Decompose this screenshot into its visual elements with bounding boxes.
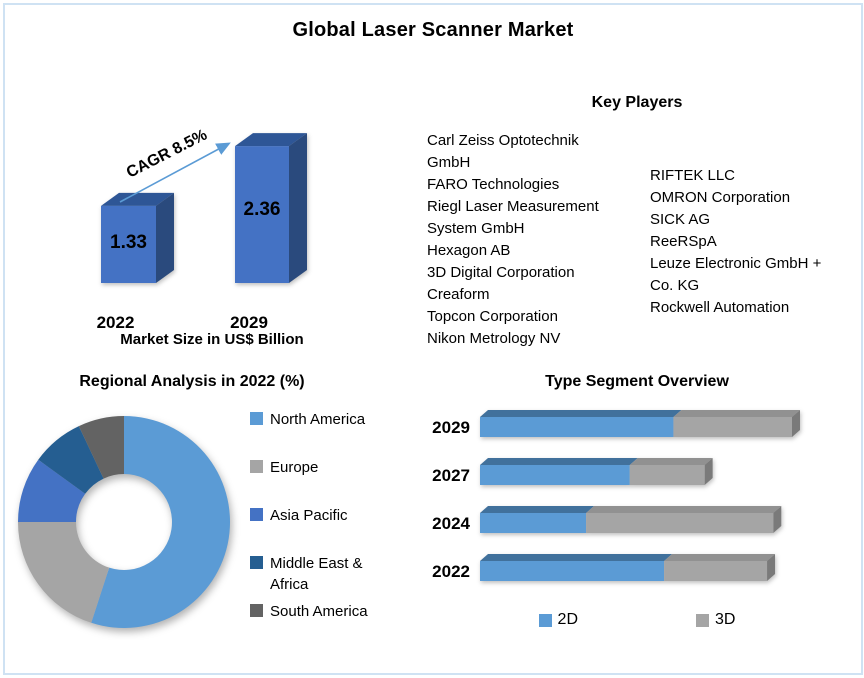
bar-end-cap <box>704 458 713 485</box>
regional-legend-item: Europe <box>250 457 390 505</box>
bar-2d-top <box>480 506 595 513</box>
key-player-name: Creaform <box>427 286 490 303</box>
bar-top-face <box>235 133 307 147</box>
key-player-name: SICK AG <box>650 211 711 228</box>
key-player-name: Nikon Metrology NV <box>427 330 561 347</box>
year-label: 2024 <box>432 514 470 533</box>
key-player-name: ReeRSpA <box>650 233 717 250</box>
type-segment-chart: 2029 2027 2024 2022 <box>432 410 800 581</box>
bar-category-label: 2029 <box>230 313 268 332</box>
bar-front-face <box>235 146 289 283</box>
regional-analysis-heading: Regional Analysis in 2022 (%) <box>79 373 305 390</box>
key-player-name: 3D Digital Corporation <box>427 264 575 281</box>
regional-legend-item: Asia Pacific <box>250 505 390 553</box>
type-segment-legend: 2D 3D <box>417 611 857 629</box>
legend-label: South America <box>270 603 368 620</box>
regional-legend-item: North America <box>250 409 390 457</box>
donut-slice <box>18 459 86 522</box>
market-size-axis-title: Market Size in US$ Billion <box>120 331 304 348</box>
cagr-arrow <box>119 142 231 203</box>
bar-2d-segment <box>480 513 587 533</box>
regional-donut-chart <box>18 416 230 628</box>
key-player-name: Rockwell Automation <box>650 299 790 316</box>
type-legend-item: 3D <box>696 611 735 629</box>
bar-2d-segment <box>480 561 665 581</box>
bar-3d-top <box>629 458 713 465</box>
bar-front-face <box>101 205 156 283</box>
legend-color-swatch <box>250 460 263 473</box>
bar-end-cap <box>773 506 782 533</box>
regional-legend-item: Middle East & Africa <box>250 553 390 601</box>
bar-top-face <box>101 192 174 206</box>
legend-label: Middle East & Africa <box>270 555 363 593</box>
key-player-name: FARO Technologies <box>427 176 560 193</box>
key-player-name: Topcon Corporation <box>427 308 558 325</box>
bar-2d-top <box>480 458 638 465</box>
key-players-column-2: RIFTEK LLC OMRON Corporation SICK AG ReeRSp… <box>650 165 830 319</box>
market-size-chart: 1.33 2.36 2022 2029 CAGR 8.5% <box>97 126 307 332</box>
bar-2d-top <box>480 554 673 561</box>
legend-label: North America <box>270 411 366 428</box>
legend-label: Europe <box>270 459 319 476</box>
bar-side-face <box>156 192 174 283</box>
bar-3d-top <box>586 506 782 513</box>
bar-2d-top <box>480 410 682 417</box>
key-player-name: Hexagon AB <box>427 242 511 259</box>
bar-end-cap <box>767 554 776 581</box>
bar-3d-segment <box>586 513 774 533</box>
regional-legend-item: South America <box>250 601 390 649</box>
infographic-page: Global Laser Scanner Market 1.33 2.36 2022… <box>3 3 863 675</box>
bar-3d-segment <box>629 465 705 485</box>
bar-3d-top <box>664 554 776 561</box>
page-title: Global Laser Scanner Market <box>292 19 574 41</box>
bar-2d-segment <box>480 417 674 437</box>
bar-value-label: 2.36 <box>244 199 281 220</box>
key-player-name: Leuze Electronic GmbH + Co. KG <box>650 255 822 294</box>
bar-side-face <box>289 133 307 283</box>
donut-slice <box>91 416 230 628</box>
key-player-name: RIFTEK LLC <box>650 167 736 184</box>
year-label: 2029 <box>432 418 470 437</box>
key-player-name: OMRON Corporation <box>650 189 791 206</box>
bar-category-label: 2022 <box>97 313 135 332</box>
type-legend-item: 2D <box>538 611 578 629</box>
bar-3d-top <box>673 410 800 417</box>
regional-legend: North America Europe Asia Pacific Middle Ea… <box>250 409 390 649</box>
legend-color-swatch <box>250 556 263 569</box>
bar-3d-segment <box>673 417 792 437</box>
key-player-name: Carl Zeiss Optotechnik GmbH <box>427 132 579 171</box>
legend-color-swatch <box>696 613 709 627</box>
donut-slice <box>38 426 104 494</box>
donut-slice <box>18 522 110 623</box>
legend-color-swatch <box>538 613 552 627</box>
bar-end-cap <box>792 410 800 437</box>
bar-2d-segment <box>480 465 630 485</box>
key-player-name: Riegl Laser Measurement System GmbH <box>427 198 599 237</box>
type-segment-heading: Type Segment Overview <box>545 373 729 390</box>
legend-label: 3D <box>715 611 736 628</box>
year-label: 2022 <box>432 562 470 581</box>
donut-slice <box>78 416 124 479</box>
legend-label: Asia Pacific <box>270 507 348 524</box>
cagr-annotation: CAGR 8.5% <box>124 126 210 181</box>
key-players-column-1: Carl Zeiss Optotechnik GmbH FARO Technolo… <box>427 130 605 350</box>
year-label: 2027 <box>432 466 470 485</box>
legend-color-swatch <box>250 412 263 425</box>
bar-value-label: 1.33 <box>110 232 147 253</box>
bar-3d-segment <box>664 561 768 581</box>
key-players-heading: Key Players <box>591 94 683 111</box>
legend-color-swatch <box>250 508 263 521</box>
legend-label: 2D <box>557 611 578 628</box>
legend-color-swatch <box>250 604 263 617</box>
